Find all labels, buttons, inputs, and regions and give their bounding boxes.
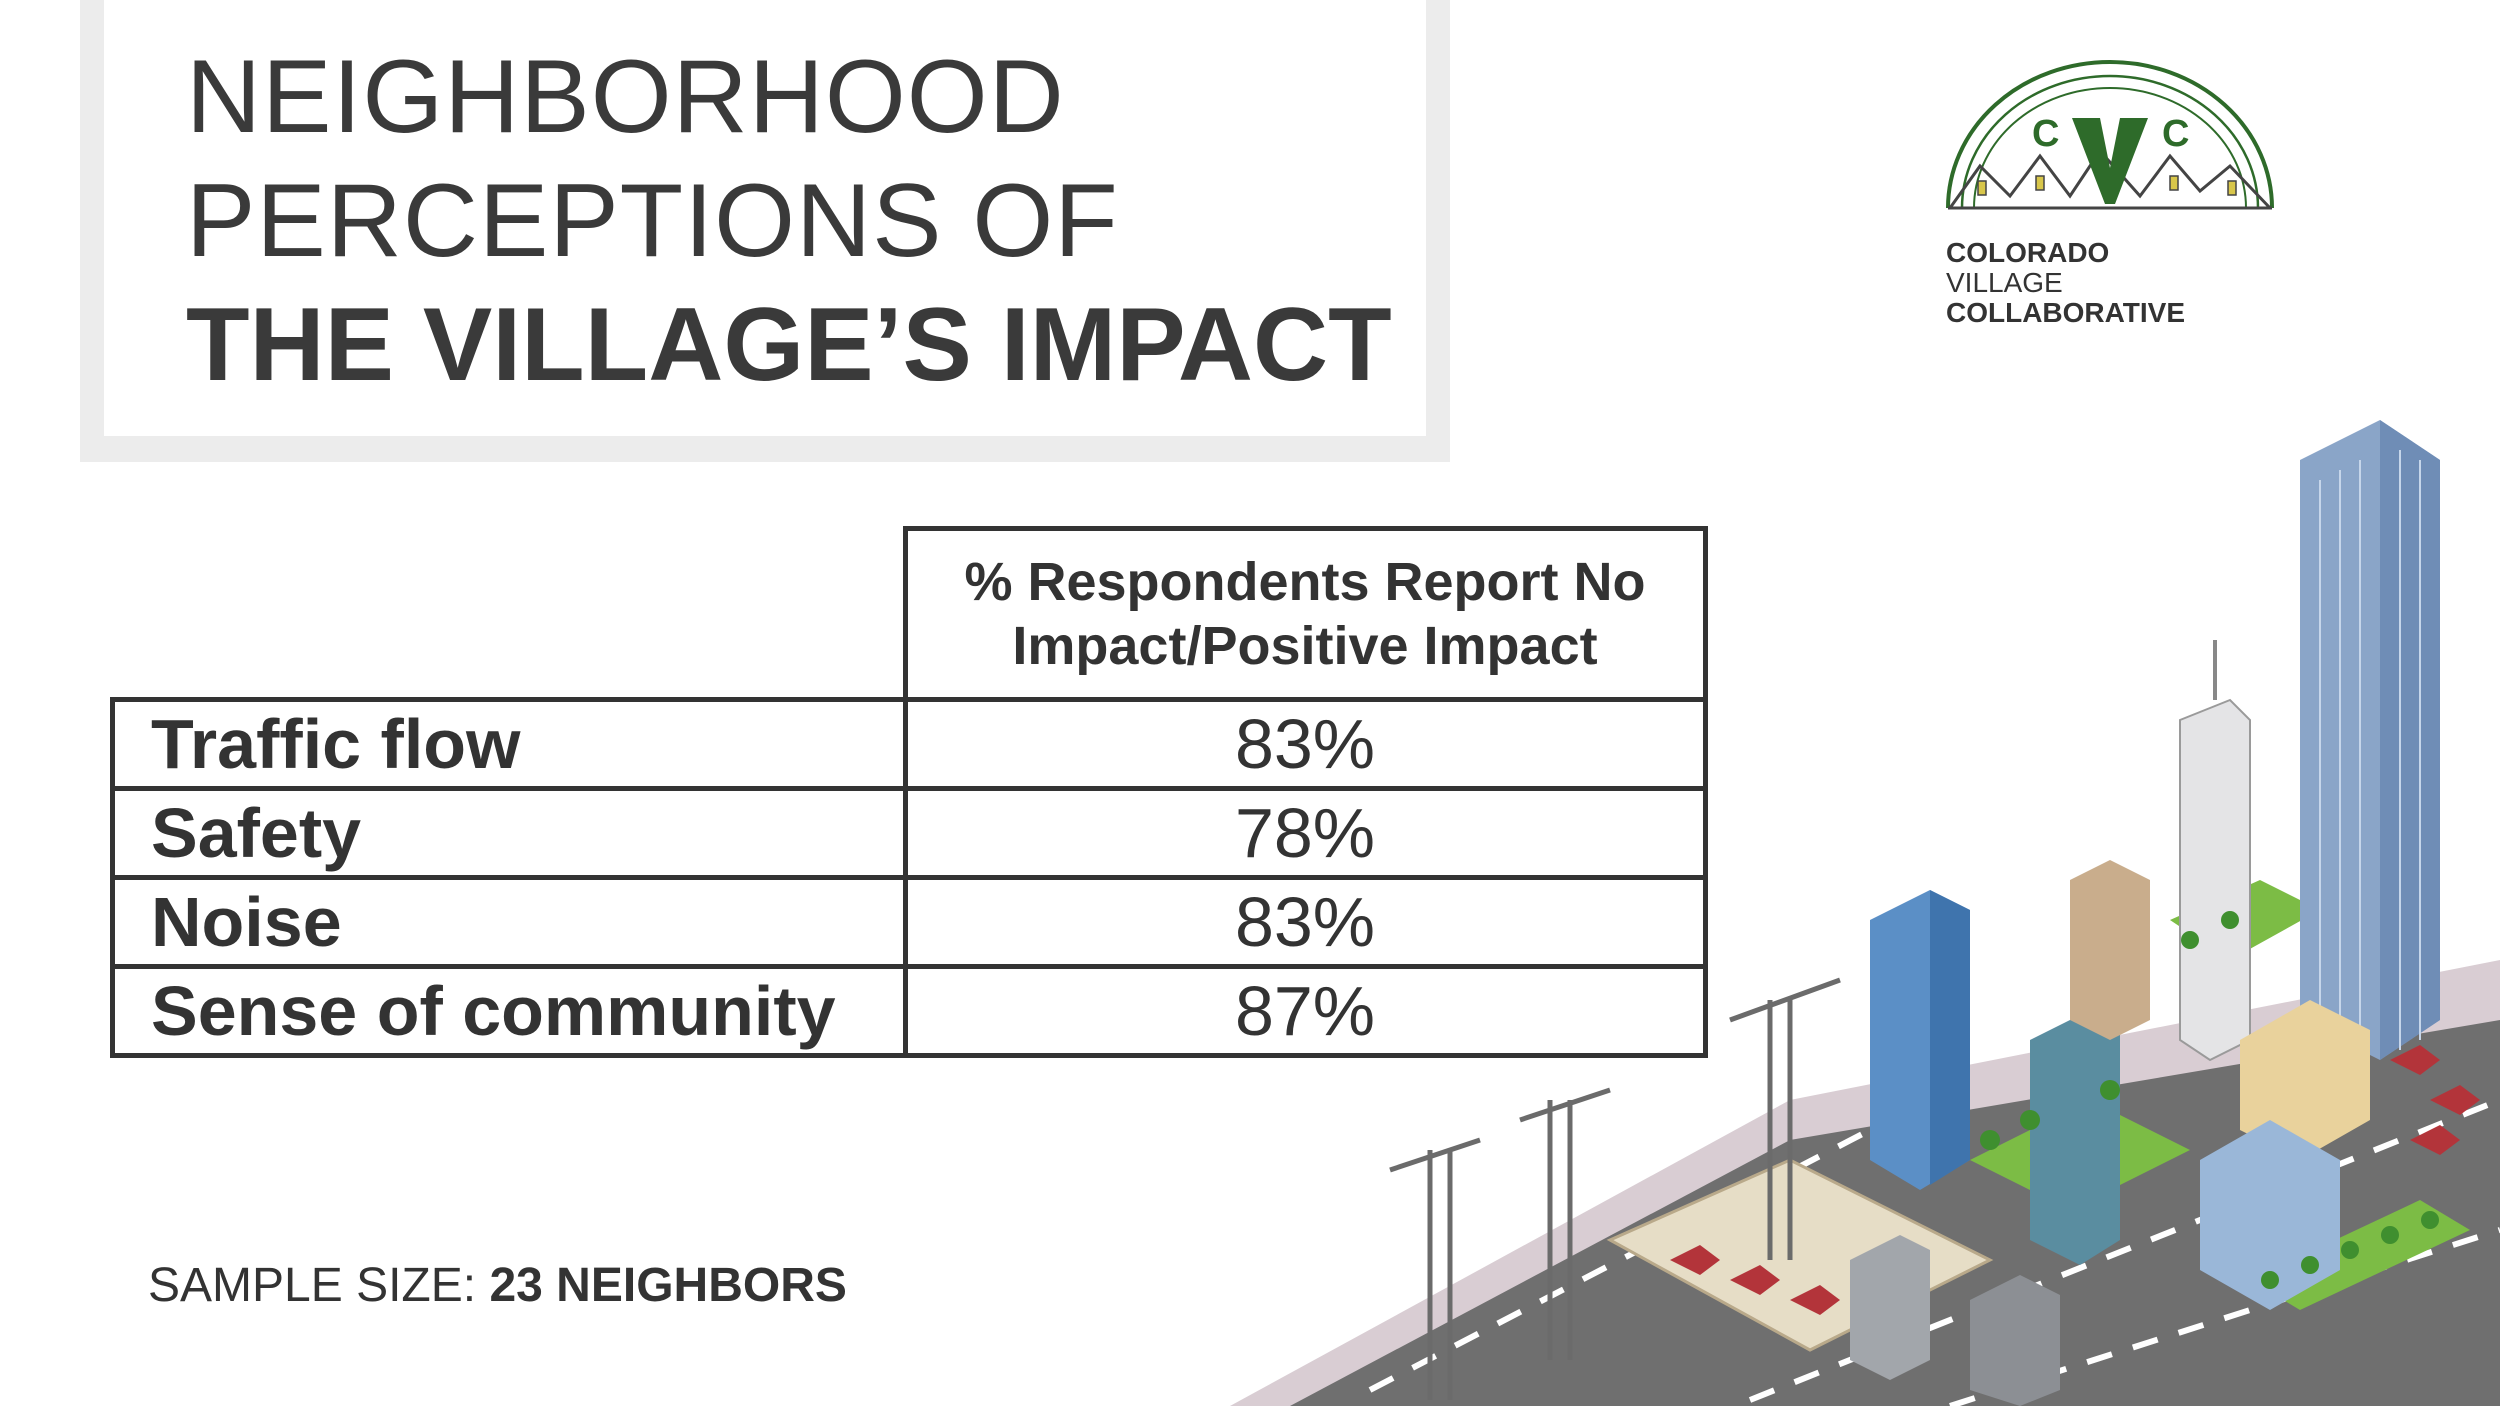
sample-size-label: SAMPLE SIZE: xyxy=(148,1259,477,1312)
table-row: Noise 83% xyxy=(110,875,1708,969)
logo-text-collaborative: COLLABORATIVE xyxy=(1946,297,2186,328)
row-label: Traffic flow xyxy=(110,697,908,791)
title-card xyxy=(104,0,1426,436)
row-label: Safety xyxy=(110,786,908,880)
row-value: 83% xyxy=(902,697,1708,791)
row-label: Noise xyxy=(110,875,908,969)
sample-size-value: 23 NEIGHBORS xyxy=(489,1259,847,1312)
isometric-city-illustration xyxy=(1230,420,2500,1406)
row-value: 87% xyxy=(902,964,1708,1058)
table-blank-cell xyxy=(112,528,908,702)
logo-letter-c-left: C xyxy=(2032,113,2059,155)
cvc-logo: C V C xyxy=(1946,60,2274,210)
row-value: 78% xyxy=(902,786,1708,880)
title-line-1: NEIGHBORHOOD xyxy=(186,39,1065,155)
table-row: Traffic flow 83% xyxy=(110,697,1708,791)
logo-text-village: VILLAGE xyxy=(1946,267,2063,298)
logo-text-colorado: COLORADO xyxy=(1946,237,2110,268)
row-label: Sense of community xyxy=(110,964,908,1058)
row-value: 83% xyxy=(902,875,1708,969)
impact-table: % Respondents Report No Impact/Positive … xyxy=(110,526,1708,1058)
title-line-3: THE VILLAGE’S IMPACT xyxy=(186,287,1392,403)
column-header: % Respondents Report No Impact/Positive … xyxy=(902,526,1708,702)
logo-letter-c-right: C xyxy=(2162,113,2189,155)
sample-size: SAMPLE SIZE: 23 NEIGHBORS xyxy=(148,1258,847,1313)
table-header-row: % Respondents Report No Impact/Positive … xyxy=(112,526,1708,702)
title-line-2: PERCEPTIONS OF xyxy=(186,163,1119,279)
table-row: Sense of community 87% xyxy=(110,964,1708,1058)
table-row: Safety 78% xyxy=(110,786,1708,880)
